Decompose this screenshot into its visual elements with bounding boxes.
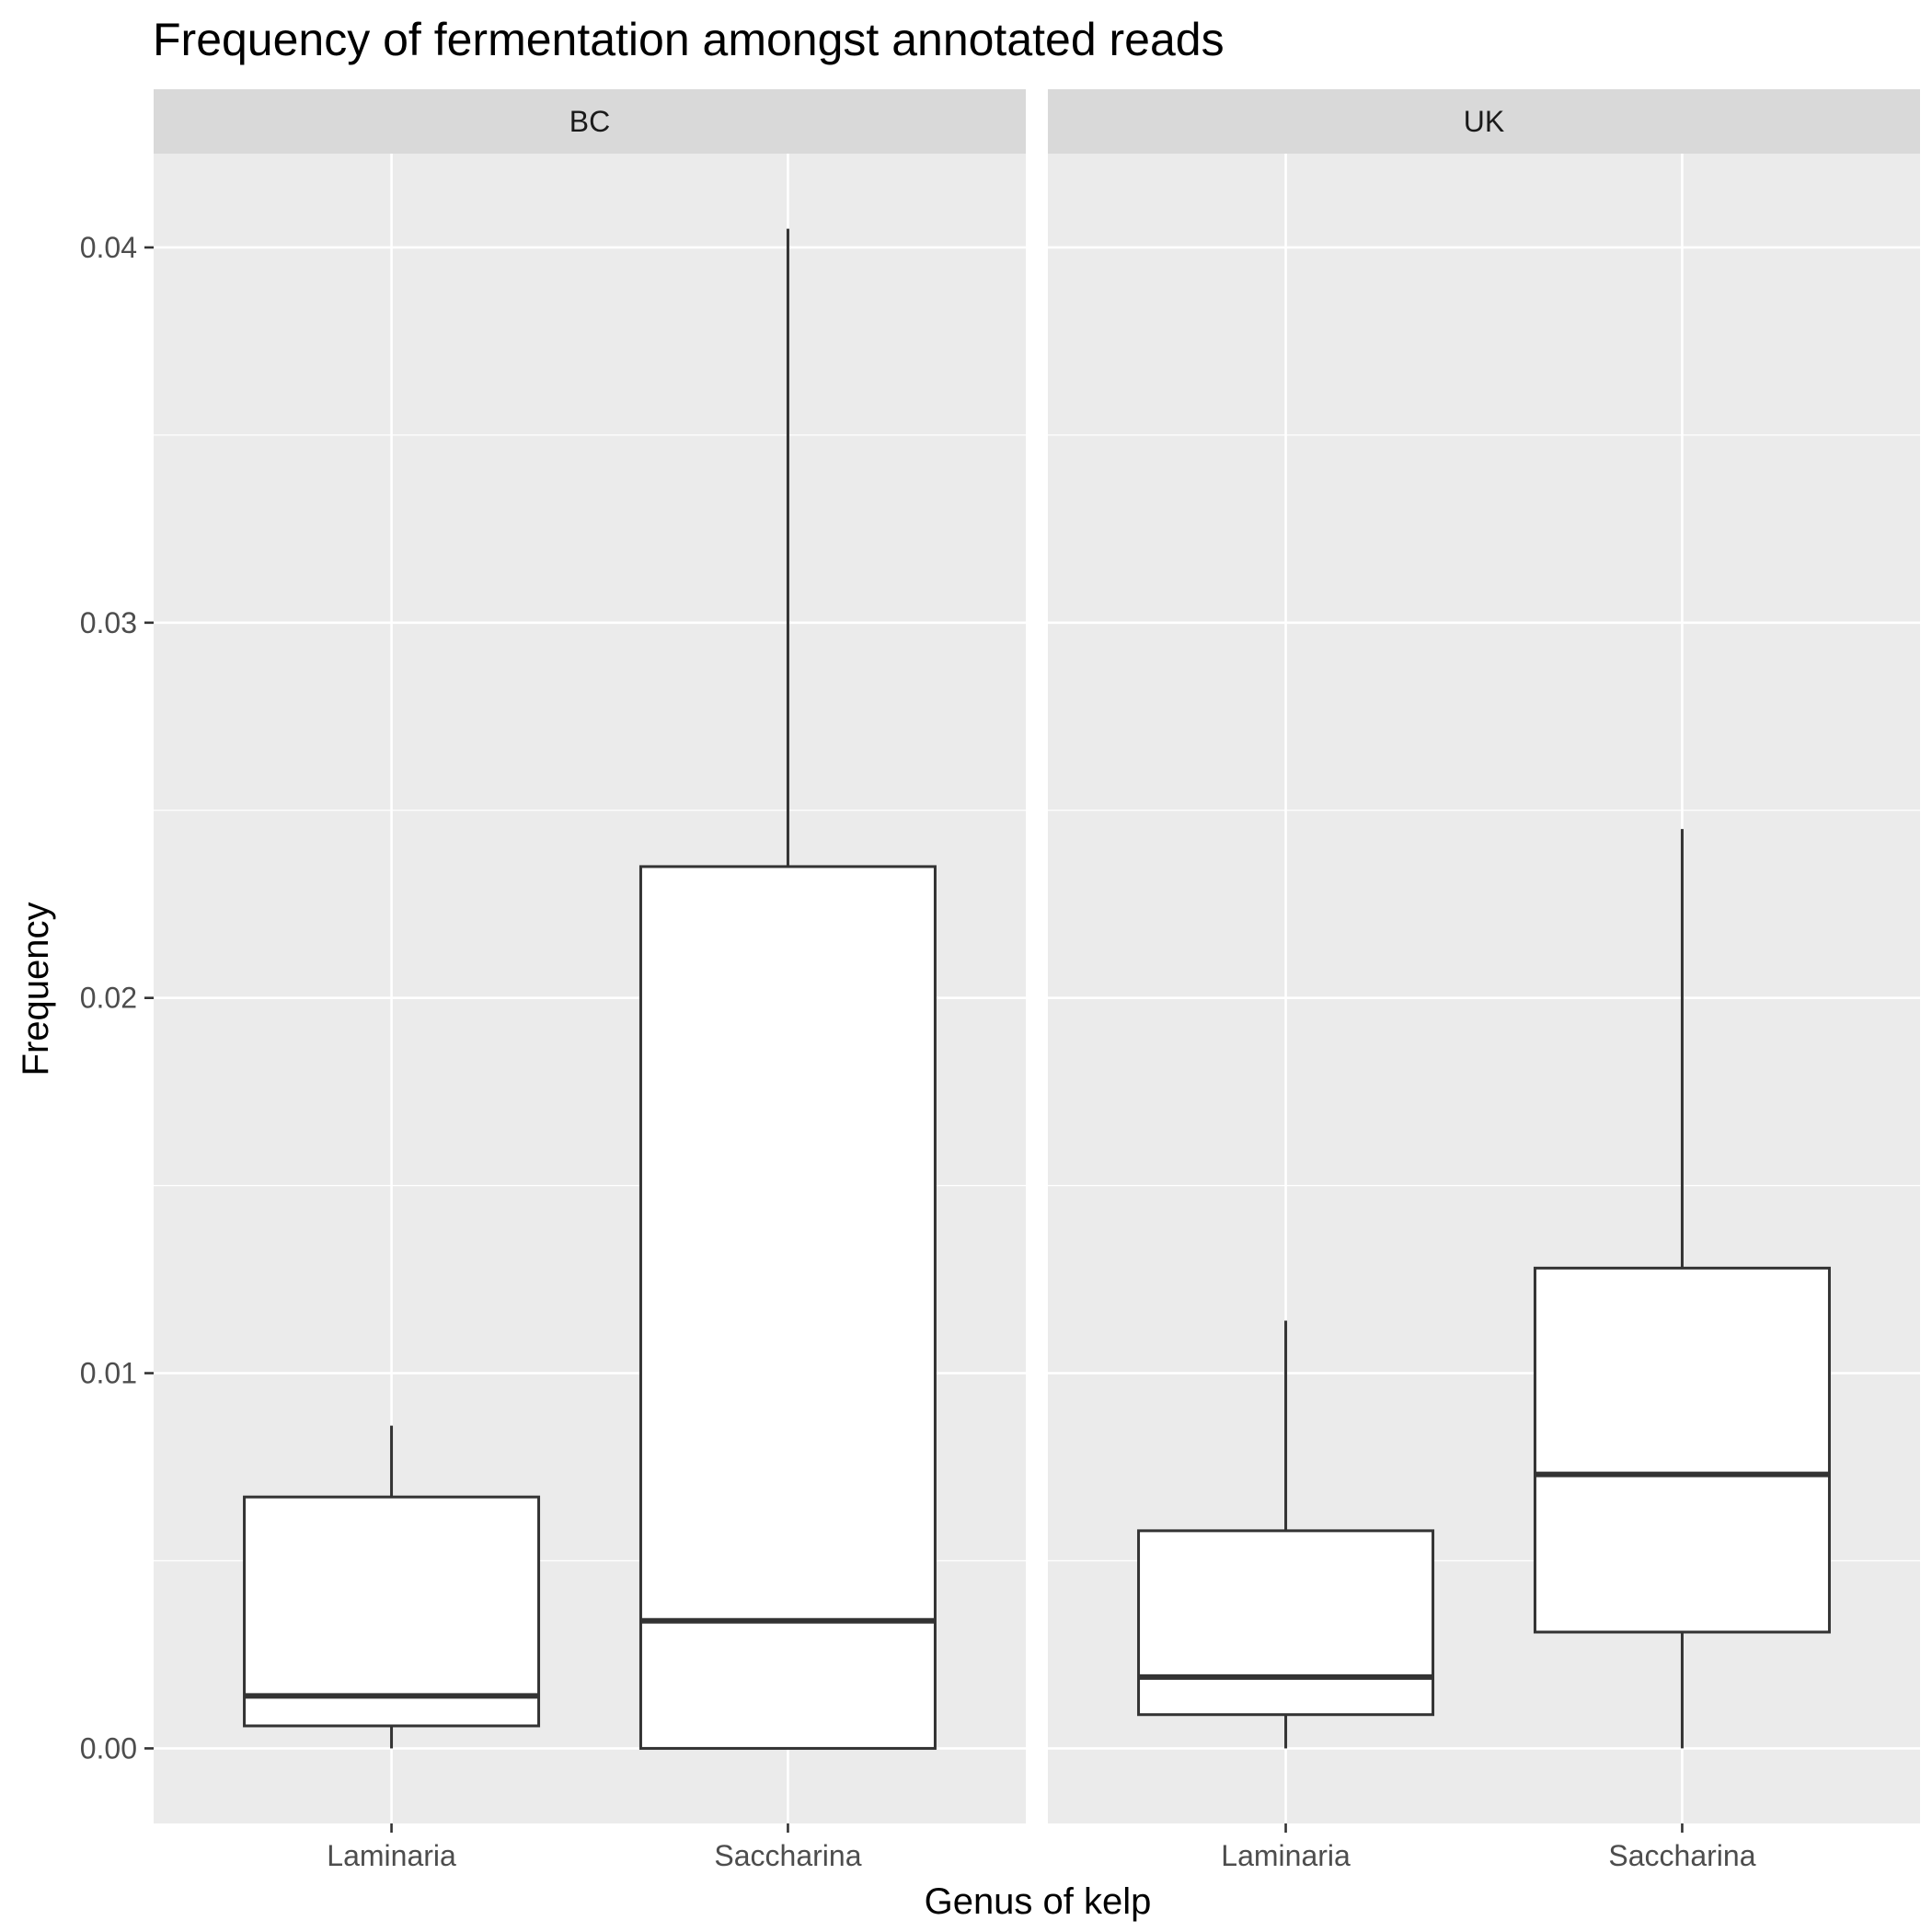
y-tick-label: 0.03 [80, 606, 137, 639]
facet-strip-label: BC [569, 105, 610, 138]
box-uk-saccharina [1533, 829, 1831, 1749]
facet-panel-bc: BC Laminaria Saccharina [154, 89, 1026, 1872]
box-iqr [1533, 1266, 1831, 1634]
x-tick-label: Laminaria [327, 1839, 456, 1872]
facet-strip [1048, 89, 1920, 154]
box-iqr [1137, 1529, 1435, 1717]
box-bc-saccharina [638, 228, 937, 1750]
y-tick-label: 0.01 [80, 1357, 137, 1390]
y-tick-label: 0.04 [80, 231, 137, 264]
box-iqr [638, 865, 937, 1750]
y-tick-label: 0.00 [80, 1731, 137, 1765]
y-tick-label: 0.02 [80, 982, 137, 1015]
facet-strip [154, 89, 1026, 154]
box-uk-laminaria [1137, 1320, 1435, 1749]
box-bc-laminaria [243, 1425, 541, 1749]
y-axis-title: Frequency [16, 903, 56, 1076]
x-axis-title: Genus of kelp [925, 1881, 1152, 1922]
y-axis: 0.00 0.01 0.02 0.03 0.04 [80, 231, 154, 1765]
box-iqr [243, 1495, 541, 1728]
x-tick-label: Saccharina [1608, 1839, 1755, 1872]
facet-strip-label: UK [1464, 105, 1504, 138]
facet-panels: BC Laminaria Saccharina UK Laminaria Sacchari… [154, 89, 1920, 1872]
x-tick-label: Laminaria [1221, 1839, 1351, 1872]
facet-panel-uk: UK Laminaria Saccharina [1048, 89, 1920, 1872]
x-tick-label: Saccharina [714, 1839, 861, 1872]
chart-title: Frequency of fermentation amongst annota… [153, 14, 1225, 65]
